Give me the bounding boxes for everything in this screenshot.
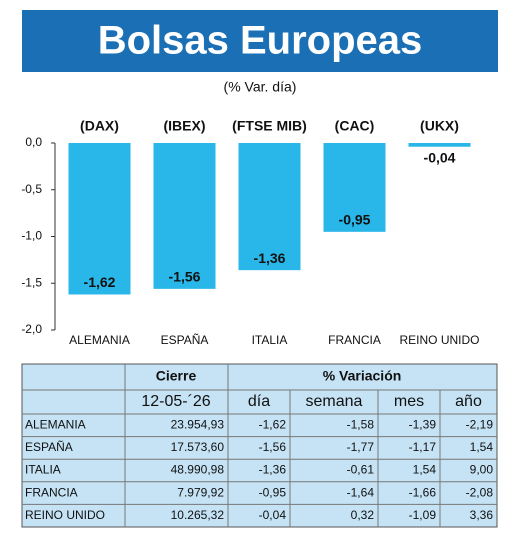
table-background	[21, 363, 498, 528]
table-cell: 7.979,92	[177, 485, 224, 499]
table-group-header: Cierre	[156, 368, 197, 384]
table-cell: -1,66	[409, 485, 437, 499]
table-cell: -2,19	[466, 417, 494, 431]
table-column-header: mes	[394, 393, 424, 410]
table-cell: -1,39	[409, 417, 437, 431]
table-row-name: ITALIA	[25, 463, 61, 477]
table-cell: 3,36	[470, 508, 494, 522]
table-row-name: FRANCIA	[25, 485, 78, 499]
table-cell: 1,54	[470, 440, 494, 454]
table-cell: 0,32	[351, 508, 375, 522]
table-cell: -1,36	[259, 463, 287, 477]
value-label: -0,95	[339, 212, 371, 228]
table-cell: 17.573,60	[171, 440, 225, 454]
table-cell: 23.954,93	[171, 417, 225, 431]
table-cell: -1,09	[409, 508, 437, 522]
x-tick-label: ITALIA	[252, 333, 288, 347]
table-row-name: ESPAÑA	[25, 440, 73, 454]
table-cell: -1,64	[347, 485, 375, 499]
table-column-header: día	[248, 393, 270, 410]
table-cell: -1,56	[259, 440, 287, 454]
ticker-label: (IBEX)	[164, 118, 206, 134]
bar	[238, 143, 301, 271]
table-row-name: REINO UNIDO	[25, 508, 105, 522]
x-tick-label: FRANCIA	[328, 333, 381, 347]
table-cell: -1,58	[347, 417, 375, 431]
ticker-label: (FTSE MIB)	[232, 118, 307, 134]
table-row-name: ALEMANIA	[25, 417, 86, 431]
ticker-label: (UKX)	[420, 118, 459, 134]
chart-title: Bolsas Europeas	[98, 19, 423, 63]
y-tick-label: -1,5	[21, 275, 42, 289]
ticker-label: (CAC)	[335, 118, 375, 134]
table-cell: -0,61	[347, 463, 375, 477]
table-cell: 10.265,32	[171, 508, 225, 522]
chart-subtitle: (% Var. día)	[224, 79, 297, 95]
value-label: -1,36	[254, 250, 286, 266]
table-column-header: semana	[306, 393, 363, 410]
table-cell: 9,00	[470, 463, 494, 477]
table-cell: -0,95	[259, 485, 287, 499]
table-column-header: año	[455, 393, 482, 410]
y-tick-label: -0,5	[21, 182, 42, 196]
table-cell: 48.990,98	[171, 463, 225, 477]
y-tick-label: 0,0	[25, 135, 42, 149]
x-tick-label: REINO UNIDO	[399, 333, 479, 347]
table-cell: 1,54	[413, 463, 437, 477]
table-cell: -0,04	[259, 508, 287, 522]
bar	[323, 143, 386, 232]
table-cell: -1,77	[347, 440, 375, 454]
x-tick-label: ESPAÑA	[161, 333, 209, 347]
table-date: 12-05-´26	[141, 393, 210, 410]
title-banner	[22, 10, 498, 72]
y-tick-label: -2,0	[21, 322, 42, 336]
table-cell: -1,62	[259, 417, 287, 431]
bar	[153, 143, 216, 289]
value-label: -0,04	[424, 149, 456, 165]
bar	[68, 143, 131, 295]
bar	[408, 143, 471, 147]
table-group-header: % Variación	[323, 368, 402, 384]
y-tick-label: -1,0	[21, 229, 42, 243]
table-cell: -2,08	[466, 485, 494, 499]
x-tick-label: ALEMANIA	[69, 333, 130, 347]
ticker-label: (DAX)	[80, 118, 119, 134]
table-cell: -1,17	[409, 440, 437, 454]
value-label: -1,56	[169, 269, 201, 285]
value-label: -1,62	[84, 274, 116, 290]
